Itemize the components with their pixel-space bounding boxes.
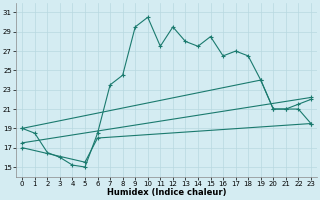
X-axis label: Humidex (Indice chaleur): Humidex (Indice chaleur) bbox=[107, 188, 226, 197]
